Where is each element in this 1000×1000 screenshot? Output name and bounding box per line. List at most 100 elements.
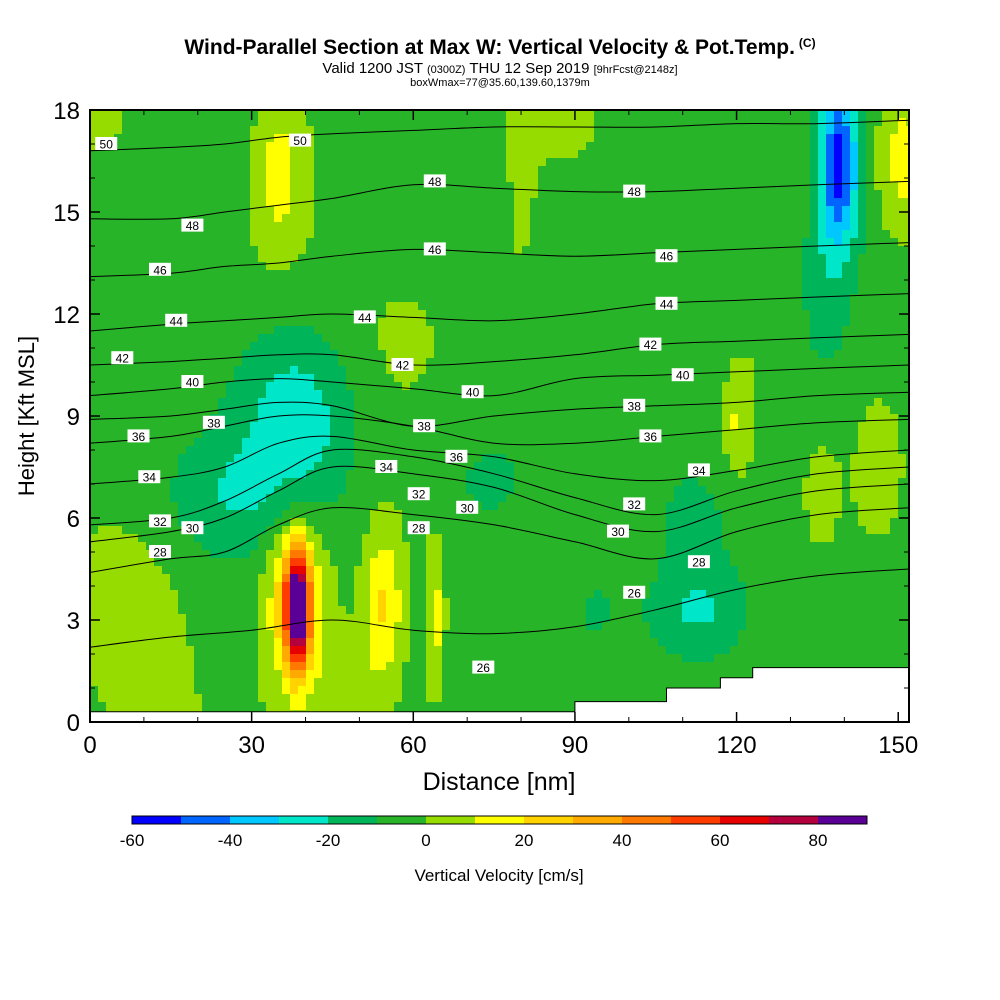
field-cell	[538, 254, 547, 263]
field-cell	[202, 438, 211, 447]
field-cell	[130, 470, 139, 479]
field-cell	[722, 334, 731, 343]
field-cell	[802, 326, 811, 335]
field-cell	[602, 134, 611, 143]
field-cell	[394, 302, 403, 311]
field-cell	[242, 238, 251, 247]
field-cell	[322, 494, 331, 503]
field-cell	[474, 438, 483, 447]
field-cell	[618, 230, 627, 239]
field-cell	[114, 190, 123, 199]
field-cell	[578, 206, 587, 215]
field-cell	[394, 214, 403, 223]
field-cell	[618, 246, 627, 255]
field-cell	[530, 446, 539, 455]
field-cell	[346, 134, 355, 143]
field-cell	[330, 270, 339, 279]
field-cell	[802, 150, 811, 159]
field-cell	[194, 358, 203, 367]
field-cell	[402, 342, 411, 351]
field-cell	[594, 310, 603, 319]
field-cell	[754, 326, 763, 335]
field-cell	[226, 190, 235, 199]
field-cell	[362, 198, 371, 207]
field-cell	[730, 382, 739, 391]
field-cell	[530, 126, 539, 135]
field-cell	[418, 190, 427, 199]
field-cell	[370, 214, 379, 223]
field-cell	[234, 342, 243, 351]
field-cell	[362, 302, 371, 311]
field-cell	[578, 390, 587, 399]
field-cell	[898, 158, 907, 167]
field-cell	[546, 398, 555, 407]
field-cell	[826, 382, 835, 391]
field-cell	[866, 438, 875, 447]
field-cell	[658, 150, 667, 159]
field-cell	[314, 158, 323, 167]
field-cell	[906, 454, 909, 463]
field-cell	[874, 150, 883, 159]
field-cell	[106, 486, 115, 495]
field-cell	[482, 414, 491, 423]
field-cell	[186, 318, 195, 327]
field-cell	[826, 310, 835, 319]
field-cell	[650, 294, 659, 303]
field-cell	[162, 470, 171, 479]
field-cell	[162, 190, 171, 199]
field-cell	[610, 206, 619, 215]
field-cell	[378, 262, 387, 271]
field-cell	[402, 286, 411, 295]
field-cell	[226, 166, 235, 175]
field-cell	[794, 230, 803, 239]
field-cell	[218, 342, 227, 351]
field-cell	[178, 326, 187, 335]
field-cell	[434, 414, 443, 423]
field-cell	[490, 318, 499, 327]
field-cell	[794, 350, 803, 359]
field-cell	[482, 110, 491, 119]
field-cell	[298, 286, 307, 295]
field-cell	[178, 358, 187, 367]
field-cell	[842, 462, 851, 471]
field-cell	[690, 294, 699, 303]
field-cell	[386, 182, 395, 191]
field-cell	[570, 286, 579, 295]
field-cell	[866, 430, 875, 439]
field-cell	[626, 382, 635, 391]
field-cell	[594, 142, 603, 151]
field-cell	[154, 126, 163, 135]
field-cell	[122, 222, 131, 231]
field-cell	[618, 118, 627, 127]
field-cell	[778, 302, 787, 311]
field-cell	[682, 198, 691, 207]
field-cell	[650, 118, 659, 127]
field-cell	[370, 158, 379, 167]
field-cell	[898, 230, 907, 239]
field-cell	[450, 254, 459, 263]
field-cell	[434, 214, 443, 223]
field-cell	[482, 326, 491, 335]
field-cell	[850, 126, 859, 135]
field-cell	[186, 150, 195, 159]
field-cell	[474, 278, 483, 287]
field-cell	[826, 134, 835, 143]
field-cell	[674, 118, 683, 127]
field-cell	[858, 262, 867, 271]
field-cell	[98, 110, 107, 119]
field-cell	[618, 486, 627, 495]
field-cell	[418, 278, 427, 287]
field-cell	[330, 118, 339, 127]
field-cell	[850, 182, 859, 191]
field-cell	[306, 166, 315, 175]
field-cell	[266, 126, 275, 135]
field-cell	[394, 110, 403, 119]
field-cell	[434, 326, 443, 335]
field-cell	[386, 454, 395, 463]
field-cell	[730, 190, 739, 199]
field-cell	[618, 478, 627, 487]
field-cell	[378, 342, 387, 351]
field-cell	[642, 310, 651, 319]
field-cell	[514, 278, 523, 287]
field-cell	[578, 182, 587, 191]
